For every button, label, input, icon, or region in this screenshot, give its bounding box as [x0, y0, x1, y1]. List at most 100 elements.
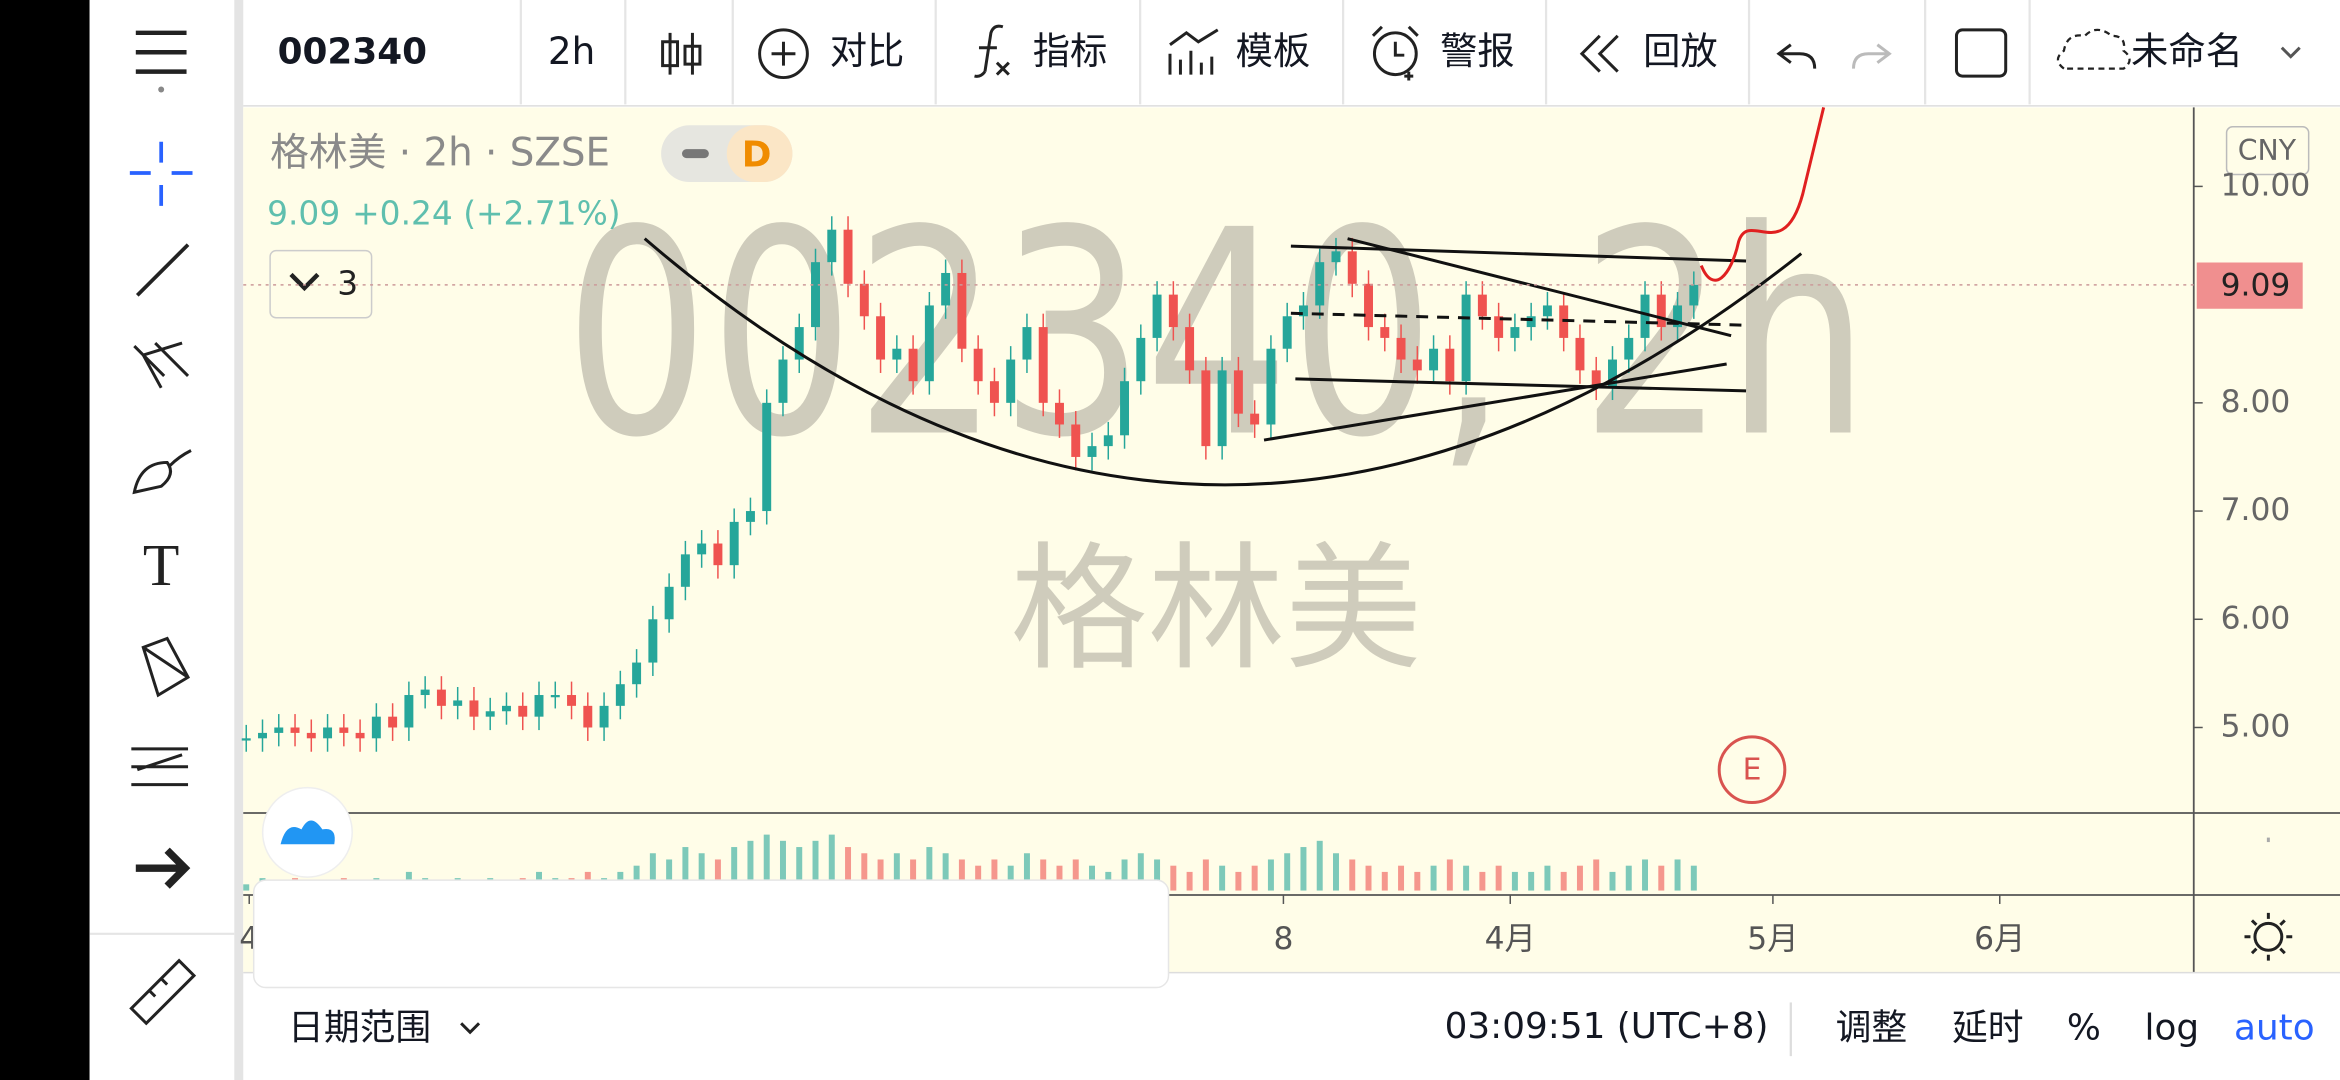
volume-bar: [1593, 859, 1600, 891]
volume-bar: [1267, 859, 1274, 891]
chart-type-button[interactable]: [661, 32, 702, 75]
volume-bar: [1186, 871, 1193, 891]
log-button[interactable]: log: [2145, 1007, 2200, 1048]
candles: [241, 216, 1699, 752]
legend-price: 9.09: [267, 194, 340, 232]
candle-body: [1103, 435, 1113, 447]
candle-body: [371, 716, 381, 739]
candle-body: [1038, 327, 1048, 403]
last-price-box: [2196, 262, 2303, 309]
candle-body: [1331, 251, 1341, 263]
layout-name[interactable]: 未命名: [2131, 29, 2243, 73]
volume-bar: [975, 865, 982, 891]
badge-right: [726, 125, 793, 182]
percent-button[interactable]: %: [2067, 1007, 2101, 1048]
chevron-icon: [289, 272, 320, 292]
candle-body: [388, 716, 398, 728]
alerts-icon-detail: [1371, 25, 1419, 81]
candle-body: [843, 229, 853, 284]
trend-line: [1290, 244, 1747, 263]
candle-body: [1364, 283, 1373, 328]
candle-body: [323, 727, 333, 739]
settings-icon[interactable]: [2253, 921, 2284, 952]
volume-bar: [1576, 865, 1583, 891]
candle-body: [1656, 294, 1666, 328]
separator: [234, 0, 244, 1080]
volume-bar: [682, 847, 689, 891]
volume-bar: [1235, 871, 1242, 891]
indicators-button[interactable]: 指标: [1033, 29, 1108, 73]
auto-button[interactable]: auto: [2234, 1007, 2315, 1048]
menu-button[interactable]: [135, 30, 187, 74]
templates-button[interactable]: 模板: [1236, 29, 1311, 73]
candle-body: [599, 705, 609, 728]
volume-bar: [1560, 871, 1567, 891]
candle-body: [1298, 305, 1308, 317]
candle-body: [859, 283, 869, 317]
interval-button[interactable]: 2h: [548, 29, 595, 73]
line-tool[interactable]: [135, 243, 190, 297]
volume-bar: [649, 853, 656, 891]
volume-bar: [796, 847, 803, 891]
volume-bar: [1609, 871, 1616, 891]
volume-bar: [1154, 859, 1161, 891]
candle-body: [1608, 359, 1617, 387]
volume-bar: [779, 840, 786, 891]
candle-body: [1136, 337, 1146, 382]
candle-body: [957, 272, 967, 349]
candle-body: [583, 705, 593, 728]
brush-tool[interactable]: [132, 449, 192, 495]
candle-body: [1396, 337, 1406, 360]
candle-body: [1510, 327, 1520, 338]
candle-body: [290, 727, 300, 733]
measure-tool[interactable]: [129, 958, 197, 1026]
pitchfork-tool[interactable]: [133, 341, 190, 389]
compare-button[interactable]: 对比: [830, 29, 905, 73]
candle-body: [1250, 413, 1260, 425]
candle-body: [1380, 327, 1390, 338]
candle-body: [1022, 327, 1032, 360]
date-range-button[interactable]: 日期范围: [288, 1007, 431, 1048]
candle-body: [518, 705, 528, 717]
volume-bar: [1284, 853, 1291, 891]
redo-button[interactable]: [1852, 43, 1892, 69]
candle-body: [501, 705, 511, 712]
pattern-tool[interactable]: [141, 636, 191, 698]
x-tick-label: 4月: [1485, 921, 1536, 957]
layout-button[interactable]: [1954, 28, 2008, 78]
event-marker[interactable]: [1717, 735, 1787, 805]
arrow-tool[interactable]: [135, 847, 191, 889]
volume-bar: [1674, 859, 1681, 891]
volume-bar: [1316, 840, 1323, 891]
fib-tool[interactable]: [131, 747, 189, 787]
black-strip: [0, 0, 90, 1080]
volume-bar: [1365, 865, 1372, 891]
symbol-button[interactable]: 002340: [278, 32, 427, 73]
candle-body: [648, 619, 658, 663]
volume-bar: [893, 853, 900, 891]
volume-bar: [1089, 865, 1095, 891]
candle-body: [1477, 294, 1487, 317]
trend-line: [1295, 377, 1747, 393]
templates-icon: [1168, 28, 1219, 75]
legend-change: +0.24 (+2.71%): [352, 194, 620, 232]
candle-body: [697, 543, 707, 555]
alerts-button[interactable]: 警报: [1440, 29, 1515, 73]
volume-bar: [714, 859, 721, 891]
replay-button[interactable]: 回放: [1643, 29, 1718, 73]
volume-bar: [1495, 865, 1502, 891]
candle-body: [1055, 402, 1064, 425]
text-tool[interactable]: T: [143, 532, 179, 598]
undo-button[interactable]: [1776, 43, 1817, 69]
currency-box[interactable]: [2225, 126, 2310, 176]
candle-body: [941, 272, 951, 306]
candle-body: [827, 229, 837, 263]
candle-body: [892, 348, 902, 360]
layout-chevron[interactable]: [2280, 46, 2301, 59]
crosshair-tool[interactable]: [129, 141, 193, 206]
alerts-icon: [1372, 31, 1418, 77]
adjust-button[interactable]: 调整: [1836, 1007, 1908, 1048]
delay-button[interactable]: 延时: [1952, 1007, 2024, 1048]
candle-body: [534, 695, 544, 717]
